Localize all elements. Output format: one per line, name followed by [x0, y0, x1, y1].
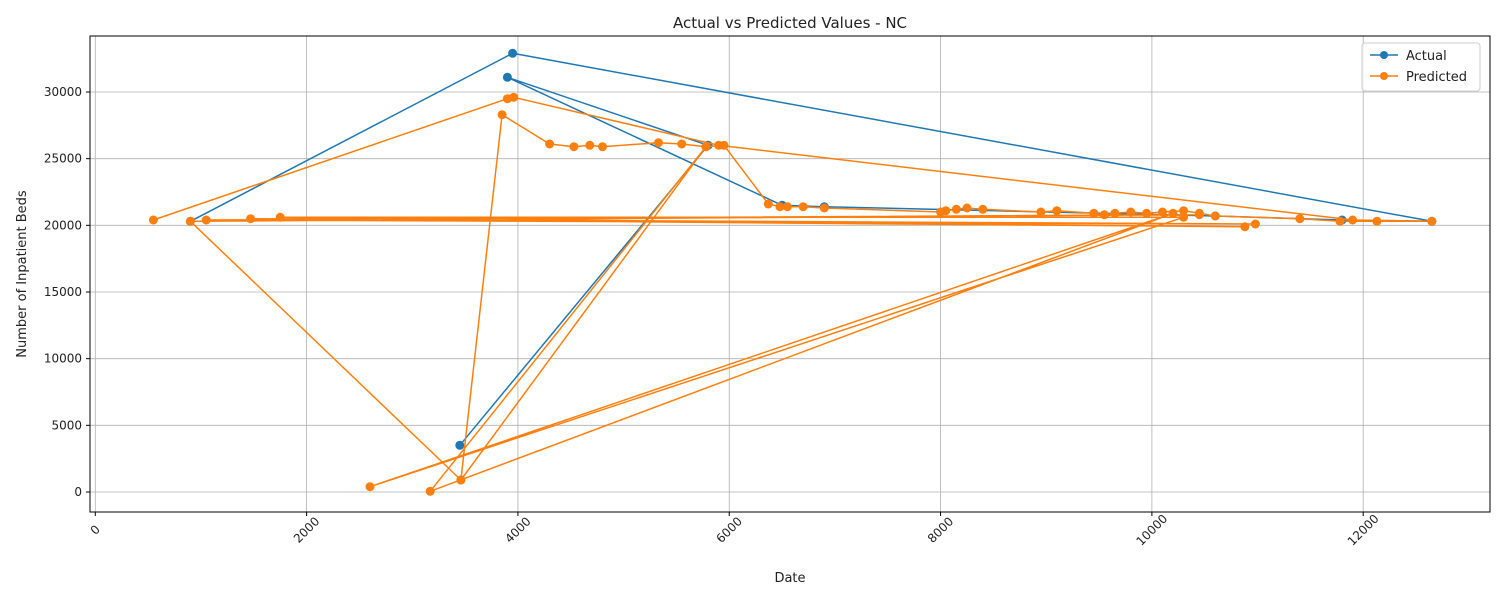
grid-lines [90, 36, 1490, 512]
x-axis-label: Date [774, 571, 805, 586]
data-point-predicted [819, 203, 829, 213]
data-point-predicted [1335, 216, 1345, 226]
data-point-predicted [1168, 208, 1178, 218]
data-point-predicted [1194, 210, 1204, 220]
data-point-predicted [1240, 222, 1250, 232]
data-point-predicted [1372, 216, 1382, 226]
data-point-predicted [978, 204, 988, 214]
data-point-predicted [775, 202, 785, 212]
data-point-predicted [1099, 210, 1109, 220]
legend-marker-actual [1380, 51, 1388, 59]
data-point-predicted [425, 486, 435, 496]
data-point-predicted [1036, 207, 1046, 217]
data-point-predicted [763, 199, 773, 209]
data-point-predicted [1427, 216, 1437, 226]
data-point-predicted [1250, 219, 1260, 229]
data-point-predicted [545, 139, 555, 149]
legend-label-actual: Actual [1406, 49, 1447, 64]
data-point-predicted [701, 142, 711, 152]
data-point-predicted [1110, 208, 1120, 218]
data-point-predicted [782, 202, 792, 212]
y-tick-label: 0 [74, 485, 82, 499]
data-point-predicted [275, 212, 285, 222]
data-point-predicted [246, 214, 256, 224]
chart-title: Actual vs Predicted Values - NC [673, 14, 907, 32]
data-point-predicted [456, 475, 466, 485]
y-tick-label: 25000 [44, 152, 82, 166]
data-point-predicted [148, 215, 158, 225]
y-tick-label: 5000 [51, 418, 82, 432]
data-point-predicted [1052, 206, 1062, 216]
data-point-predicted [962, 203, 972, 213]
data-point-predicted [509, 92, 519, 102]
y-tick-label: 30000 [44, 85, 82, 99]
data-point-predicted [1089, 208, 1099, 218]
data-point-actual [508, 48, 518, 58]
data-point-actual [502, 72, 512, 82]
y-axis-label: Number of Inpatient Beds [15, 190, 30, 358]
data-point-predicted [951, 204, 961, 214]
axes-frame [89, 35, 1491, 513]
data-point-predicted [1348, 215, 1358, 225]
data-point-predicted [1179, 206, 1189, 216]
data-point-predicted [201, 215, 211, 225]
y-tick-label: 20000 [44, 218, 82, 232]
legend: Actual Predicted [1361, 42, 1481, 92]
data-point-predicted [497, 110, 507, 120]
data-point-predicted [1158, 207, 1167, 217]
data-point-predicted [1210, 211, 1220, 221]
data-point-predicted [1126, 207, 1136, 217]
data-point-predicted [1179, 212, 1189, 222]
data-point-predicted [1295, 214, 1305, 224]
data-point-predicted [1142, 208, 1152, 218]
data-point-predicted [365, 482, 375, 492]
y-tick-label: 10000 [44, 352, 82, 366]
data-point-predicted [585, 140, 595, 150]
data-point-predicted [185, 216, 195, 226]
legend-marker-predicted [1380, 72, 1388, 80]
plot-area [148, 48, 1437, 496]
data-point-predicted [677, 139, 687, 149]
data-point-predicted [936, 207, 946, 217]
data-point-predicted [598, 142, 607, 152]
data-point-predicted [654, 138, 663, 148]
data-point-predicted [798, 202, 808, 212]
data-point-actual [455, 440, 465, 450]
data-point-predicted [569, 142, 579, 152]
data-point-predicted [719, 140, 729, 150]
y-tick-label: 15000 [44, 285, 82, 299]
legend-label-predicted: Predicted [1406, 70, 1467, 85]
